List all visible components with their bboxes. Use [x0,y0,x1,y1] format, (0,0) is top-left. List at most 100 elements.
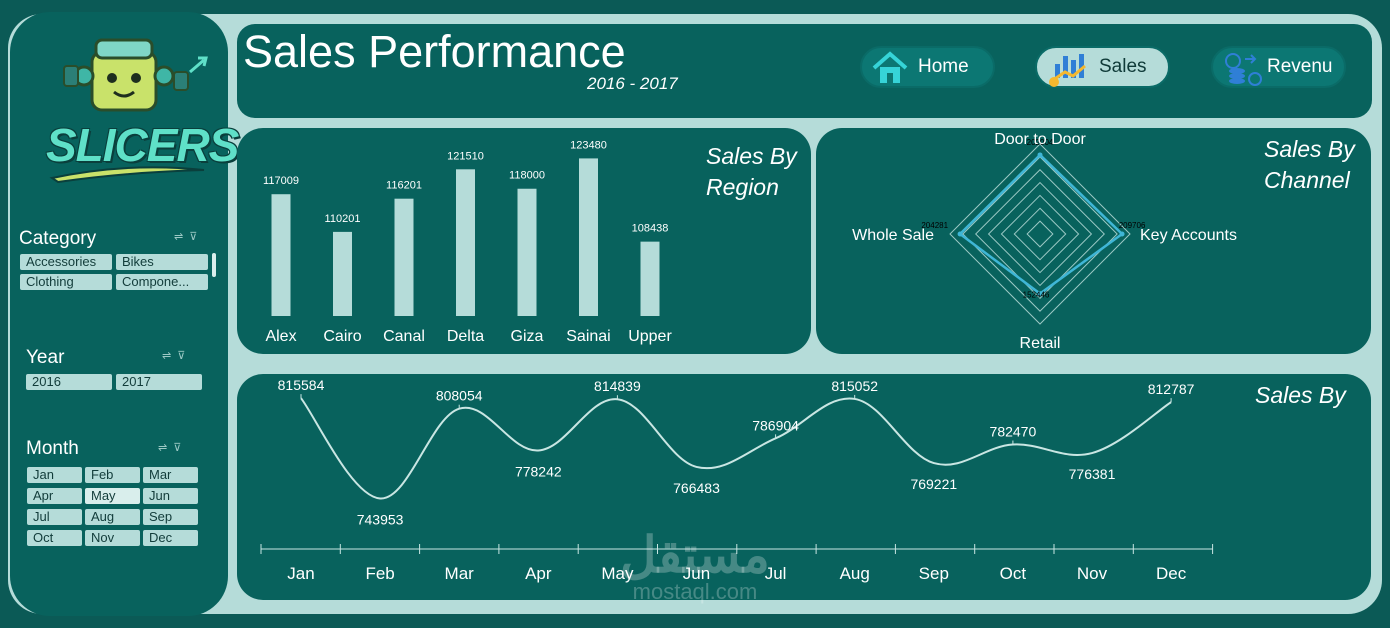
category-chip[interactable]: Clothing [20,274,112,290]
month-chip-apr[interactable]: Apr [27,488,82,504]
month-chip-mar[interactable]: Mar [143,467,198,483]
region-bar-chart: 117009 Alex 110201 Cairo 116201 Canal 121510 De… [263,139,672,345]
bar-category-label: Alex [265,328,296,345]
line-value-label: 769221 [910,476,957,492]
month-chip-oct[interactable]: Oct [27,530,82,546]
line-value-label: 808054 [436,388,483,404]
header-panel: Sales Performance 2016 - 2017 Home Sales [237,24,1372,118]
revenue-button-label: Revenu [1267,56,1333,77]
bar-value-label: 116201 [386,180,422,192]
month-chip-nov[interactable]: Nov [85,530,140,546]
watermark-arabic: مستقل [620,527,770,583]
month-chart-title: Sales By [1255,382,1346,408]
line-value-label: 776381 [1069,466,1116,482]
bar-cairo [333,231,352,316]
x-tick-label: Aug [840,564,870,583]
category-chip[interactable]: Accessories [20,254,112,270]
home-button-label: Home [918,56,969,77]
page-title: Sales Performance [243,26,626,77]
radar-point [1119,231,1125,237]
bar-value-label: 123480 [570,139,607,151]
month-chip-jan[interactable]: Jan [27,467,82,483]
category-clear-filter-icon[interactable]: ⇌⊽ [174,231,204,243]
line-value-label: 815052 [831,378,878,394]
radar-category-label: Whole Sale [852,227,934,244]
month-chip-feb[interactable]: Feb [85,467,140,483]
radar-value-label: 152446 [1023,291,1050,300]
radar-value-label: 209706 [1119,221,1146,230]
month-chip-aug[interactable]: Aug [85,509,140,525]
radar-grid-ring [962,156,1118,312]
bar-value-label: 108438 [632,223,669,235]
line-value-label: 815584 [278,377,325,393]
radar-category-label: Retail [1020,335,1061,352]
watermark-latin: mostaql.com [632,579,758,604]
year-chip[interactable]: 2016 [26,374,112,390]
radar-grid-ring [987,181,1093,287]
bar-category-label: Sainai [566,328,610,345]
line-value-label: 786904 [752,417,799,433]
radar-value-label: 204281 [921,221,948,230]
category-chip[interactable]: Compone... [116,274,208,290]
month-chip-sep[interactable]: Sep [143,509,198,525]
x-tick-label: Jun [683,564,710,583]
x-tick-label: Feb [365,564,394,583]
x-tick-label: May [601,564,634,583]
bar-delta [456,169,475,316]
radar-grid-ring [1000,194,1080,274]
bar-category-label: Giza [511,328,544,345]
radar-grid-ring [1026,220,1054,248]
line-value-label: 778242 [515,463,562,479]
month-chip-may[interactable]: May [85,488,140,504]
revenue-button[interactable]: Revenu [1211,46,1346,88]
bar-value-label: 121510 [447,150,484,162]
sales-by-region-panel: Sales By Region 117009 Alex 110201 Cairo 116… [237,128,811,354]
bar-value-label: 110201 [325,213,361,225]
bar-category-label: Upper [628,328,672,345]
logo-swoosh-icon [49,166,205,184]
bar-canal [394,198,414,316]
radar-point [1037,152,1043,158]
robot-mascot-icon [63,38,208,112]
sales-by-month-panel: Sales By 815584 743953 808054 778242 814839 7… [237,374,1371,600]
month-chip-jul[interactable]: Jul [27,509,82,525]
sales-by-channel-panel: Sales By Channel 202004 209706 152446 20428… [816,128,1371,354]
month-slicer-title: Month [26,438,79,459]
month-chip-dec[interactable]: Dec [143,530,198,546]
logo-text: SLICERS [46,119,239,171]
radar-grid-ring [1013,207,1067,261]
bar-category-label: Cairo [323,328,361,345]
bar-upper [640,241,660,316]
channel-chart-title: Sales By Channel [1264,136,1355,193]
month-clear-filter-icon[interactable]: ⇌⊽ [158,442,188,454]
bar-giza [517,188,537,316]
year-chip[interactable]: 2017 [116,374,202,390]
category-chip[interactable]: Bikes [116,254,208,270]
coins-icon [1225,53,1262,86]
month-chip-jun[interactable]: Jun [143,488,198,504]
radar-point [1037,291,1043,297]
radar-category-label: Door to Door [994,131,1086,148]
category-scrollbar[interactable] [212,253,216,277]
monthly-sales-line [300,397,1172,500]
bar-category-label: Delta [447,328,484,345]
sales-button[interactable]: Sales [1035,46,1170,88]
radar-value-label: 202004 [1027,138,1054,147]
channel-radar-chart: 202004 209706 152446 204281 Door to Door Key … [852,131,1237,352]
line-value-label: 782470 [990,424,1037,440]
logo: SLICERS [34,32,239,192]
bar-category-label: Canal [383,328,425,345]
x-tick-label: Apr [525,564,552,583]
home-icon [872,51,908,83]
bar-alex [271,194,291,316]
year-clear-filter-icon[interactable]: ⇌⊽ [162,350,192,362]
category-slicer-title: Category [19,228,97,249]
line-value-label: 814839 [594,378,641,394]
monthly-line-chart: 815584 743953 808054 778242 814839 766483 7869… [260,377,1214,583]
sidebar: SLICERS Category ⇌⊽ Accessories Bikes Cl… [10,12,239,616]
x-tick-label: Nov [1077,564,1108,583]
bar-chart-icon [1049,54,1086,87]
home-button[interactable]: Home [860,46,995,88]
line-value-label: 743953 [357,511,404,527]
sales-button-label: Sales [1099,56,1147,77]
